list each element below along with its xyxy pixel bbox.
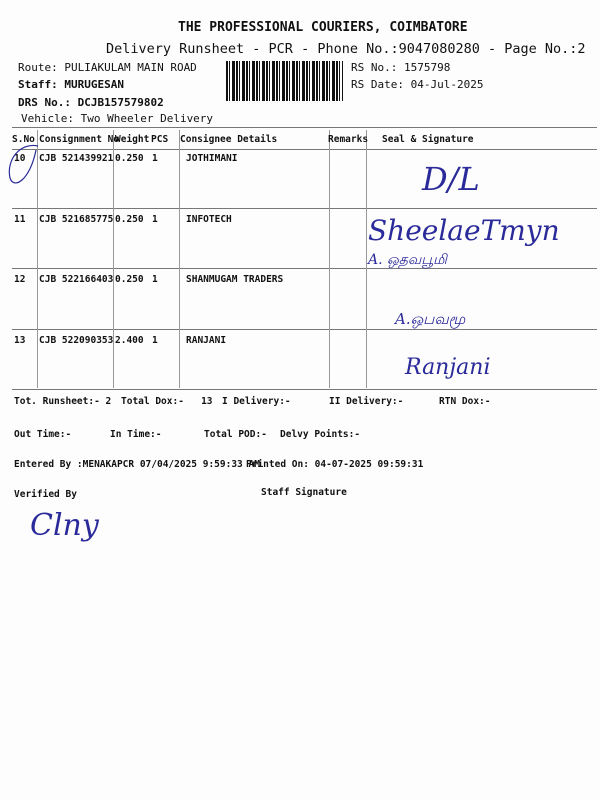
drs-number: DRS No.: DCJB157579802 (18, 96, 164, 109)
col-remarks: Remarks (328, 134, 369, 145)
vehicle: Vehicle: Two Wheeler Delivery (21, 112, 214, 125)
col-pcs: PCS (151, 134, 169, 145)
route: Route: PULIAKULAM MAIN ROAD (18, 61, 197, 74)
cell-consignee: SHANMUGAM TRADERS (186, 274, 284, 285)
col-sno: S.No (12, 134, 35, 145)
cell-weight: 2.400 (115, 335, 144, 346)
cell-weight: 0.250 (115, 214, 144, 225)
verifier-initials: Clny (30, 508, 99, 543)
staff-signature-label: Staff Signature (261, 487, 347, 498)
signature-row-11: SheelaeTmyn (368, 214, 560, 247)
ii-delivery: II Delivery:- (329, 396, 404, 407)
header-rule (12, 149, 597, 150)
cell-sno: 12 (14, 274, 26, 285)
column-divider (113, 130, 114, 388)
total-dox: Total Dox:- 13 (121, 396, 213, 407)
column-divider (329, 130, 330, 388)
rs-date: RS Date: 04-Jul-2025 (351, 78, 484, 91)
cell-consignment: CJB 522090353 (39, 335, 114, 346)
circle-mark (8, 144, 39, 184)
cell-weight: 0.250 (115, 153, 144, 164)
cell-pcs: 1 (152, 335, 158, 346)
signature-row-12: A. ஒதவபூமி (368, 252, 447, 268)
cell-weight: 0.250 (115, 274, 144, 285)
cell-pcs: 1 (152, 153, 158, 164)
signature-row-10: D/L (422, 160, 480, 198)
cell-consignee: RANJANI (186, 335, 227, 346)
in-time: In Time:- (110, 429, 162, 440)
cell-consignment: CJB 522166403 (39, 274, 114, 285)
cell-pcs: 1 (152, 214, 158, 225)
column-divider (366, 130, 367, 388)
col-weight: Weight (115, 134, 150, 145)
row-rule (12, 208, 597, 209)
column-divider (37, 130, 38, 388)
cell-sno: 11 (14, 214, 26, 225)
total-pod: Total POD:- (204, 429, 267, 440)
col-consignee: Consignee Details (180, 134, 278, 145)
entered-by: Entered By :MENAKAPCR 07/04/2025 9:59:33… (14, 459, 260, 470)
cell-consignment: CJB 521439921 (39, 153, 114, 164)
table-top-rule (12, 127, 597, 128)
out-time: Out Time:- (14, 429, 72, 440)
rs-number: RS No.: 1575798 (351, 61, 451, 74)
cell-consignee: JOTHIMANI (186, 153, 238, 164)
tot-runsheet: Tot. Runsheet:- 2 (14, 396, 112, 407)
company-title: THE PROFESSIONAL COURIERS, COIMBATORE (178, 20, 468, 35)
row-rule (12, 329, 597, 330)
row-rule (12, 268, 597, 269)
rtn-dox: RTN Dox:- (439, 396, 491, 407)
runsheet-subtitle: Delivery Runsheet - PCR - Phone No.:9047… (106, 41, 586, 57)
cell-consignment: CJB 521685775 (39, 214, 114, 225)
cell-pcs: 1 (152, 274, 158, 285)
cell-sno: 10 (14, 153, 26, 164)
printed-on: Printed On: 04-07-2025 09:59:31 (246, 459, 424, 470)
col-consignment: Consignment No (39, 134, 120, 145)
column-divider (179, 130, 180, 388)
staff: Staff: MURUGESAN (18, 78, 124, 91)
i-delivery: I Delivery:- (222, 396, 291, 407)
signature-row-13: Ranjani (405, 355, 491, 380)
delvy-points: Delvy Points:- (280, 429, 361, 440)
col-seal-signature: Seal & Signature (382, 134, 474, 145)
verified-by-label: Verified By (14, 489, 77, 500)
row-rule (12, 389, 597, 390)
barcode (226, 61, 343, 101)
cell-consignee: INFOTECH (186, 214, 232, 225)
signature-row-12-extra: A.ஒபவமூ (395, 310, 466, 328)
cell-sno: 13 (14, 335, 26, 346)
